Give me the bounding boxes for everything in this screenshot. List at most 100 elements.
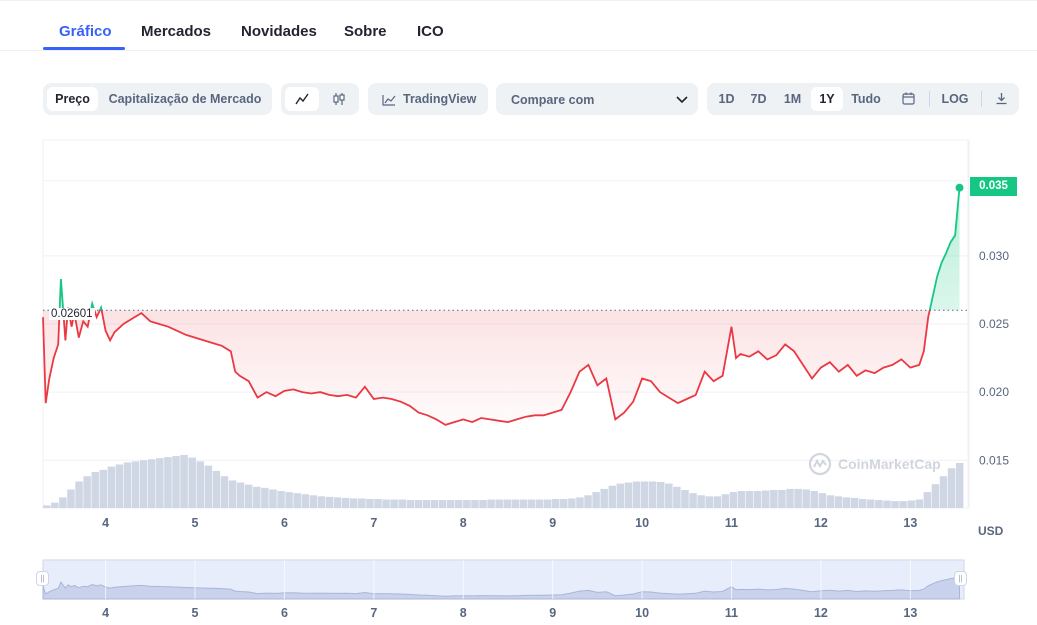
volume-bar <box>277 491 285 508</box>
price-button[interactable]: Preço <box>47 87 98 111</box>
range-all[interactable]: Tudo <box>851 92 881 106</box>
reference-price-label: 0.02601 <box>49 308 95 320</box>
navigator-left-handle[interactable]: || <box>36 571 49 586</box>
volume-bar <box>810 491 818 508</box>
volume-bar <box>220 476 229 508</box>
volume-bar <box>519 499 528 508</box>
volume-bar <box>325 496 334 508</box>
line-chart-button[interactable] <box>285 87 319 111</box>
volume-bar <box>164 457 172 508</box>
download-button[interactable] <box>989 87 1013 111</box>
top-tabs: Gráfico Mercados Novidades Sobre ICO <box>0 0 1037 51</box>
volume-bar <box>269 489 277 508</box>
volume-bar <box>156 458 164 508</box>
price-line-down <box>42 310 931 426</box>
range-1d[interactable]: 1D <box>718 92 735 106</box>
tab-chart[interactable]: Gráfico <box>59 23 112 40</box>
volume-bar <box>543 499 552 508</box>
volume-bar <box>414 500 423 508</box>
volume-bar <box>584 495 592 508</box>
navigator-x-tick-label: 9 <box>549 606 556 620</box>
volume-bar <box>955 462 964 508</box>
tab-about[interactable]: Sobre <box>344 23 387 40</box>
volume-bar <box>745 491 754 508</box>
volume-bar <box>59 497 67 508</box>
volume-bar <box>624 482 633 508</box>
volume-bar <box>802 489 810 508</box>
volume-bar <box>358 498 366 508</box>
volume-bar <box>753 491 762 508</box>
log-scale-button[interactable]: LOG <box>941 92 969 106</box>
compare-dropdown[interactable]: Compare com <box>496 83 698 115</box>
volume-bar <box>875 500 883 508</box>
volume-bar <box>309 495 318 508</box>
range-7d[interactable]: 7D <box>750 92 767 106</box>
volume-bar <box>778 489 786 508</box>
volume-bar <box>236 482 245 508</box>
x-tick-label: 6 <box>281 516 288 530</box>
volume-bar <box>939 476 948 508</box>
volume-bar <box>382 499 390 508</box>
toolbar-divider <box>981 91 982 107</box>
volume-bar <box>826 495 835 508</box>
coinmarketcap-logo-icon <box>808 452 832 476</box>
y-tick-label: 0.020 <box>979 385 1009 399</box>
tradingview-button[interactable]: TradingView <box>368 83 488 115</box>
volume-bar <box>455 500 463 508</box>
volume-bar <box>931 484 940 508</box>
volume-bar <box>503 499 511 508</box>
tab-markets[interactable]: Mercados <box>141 23 212 40</box>
volume-bar <box>648 481 657 508</box>
tab-news[interactable]: Novidades <box>241 23 317 40</box>
tab-ico[interactable]: ICO <box>417 23 444 40</box>
volume-bar <box>762 490 770 508</box>
volume-bar <box>471 500 479 508</box>
volume-bar <box>172 456 180 508</box>
current-price-badge: 0.035 <box>970 177 1017 196</box>
candlestick-button[interactable] <box>322 87 356 111</box>
chevron-down-icon <box>676 96 688 104</box>
volume-bar <box>535 499 544 508</box>
x-tick-label: 9 <box>549 516 556 530</box>
volume-bar <box>576 497 584 508</box>
volume-bar <box>350 498 358 508</box>
volume-bar <box>632 481 641 508</box>
x-tick-label: 10 <box>635 516 649 530</box>
volume-bar <box>907 500 915 508</box>
x-tick-label: 7 <box>370 516 377 530</box>
volume-bar <box>713 496 722 508</box>
x-tick-label: 5 <box>192 516 199 530</box>
market-cap-button[interactable]: Capitalização de Mercado <box>108 92 262 106</box>
volume-bar <box>131 461 140 508</box>
volume-bar <box>842 497 851 508</box>
volume-bar <box>673 486 681 508</box>
volume-bar <box>107 466 116 508</box>
navigator-x-tick-label: 10 <box>635 606 649 620</box>
volume-bar <box>301 494 310 508</box>
watermark-text: CoinMarketCap <box>838 456 941 472</box>
navigator-window <box>42 559 965 600</box>
navigator-x-tick-label: 8 <box>460 606 467 620</box>
volume-bar <box>850 497 859 508</box>
navigator-x-tick-label: 6 <box>281 606 288 620</box>
volume-bar <box>705 496 713 508</box>
volume-bar <box>390 499 398 508</box>
volume-bar <box>244 484 253 508</box>
range-1y[interactable]: 1Y <box>811 87 843 111</box>
x-tick-label: 12 <box>814 516 828 530</box>
volume-bar <box>406 500 415 508</box>
volume-bar <box>99 469 108 508</box>
navigator-right-handle[interactable]: || <box>954 571 967 586</box>
volume-bar <box>253 486 261 508</box>
volume-bar <box>689 493 697 508</box>
calendar-button[interactable] <box>895 87 921 111</box>
area-below-reference <box>43 310 930 425</box>
navigator-x-tick-label: 5 <box>192 606 199 620</box>
volume-bar <box>818 493 827 508</box>
range-1m[interactable]: 1M <box>783 92 802 106</box>
volume-bar <box>75 481 83 508</box>
volume-bar <box>422 500 431 508</box>
volume-bar <box>737 491 746 508</box>
price-line-up <box>58 187 961 311</box>
volume-bar <box>592 492 600 508</box>
